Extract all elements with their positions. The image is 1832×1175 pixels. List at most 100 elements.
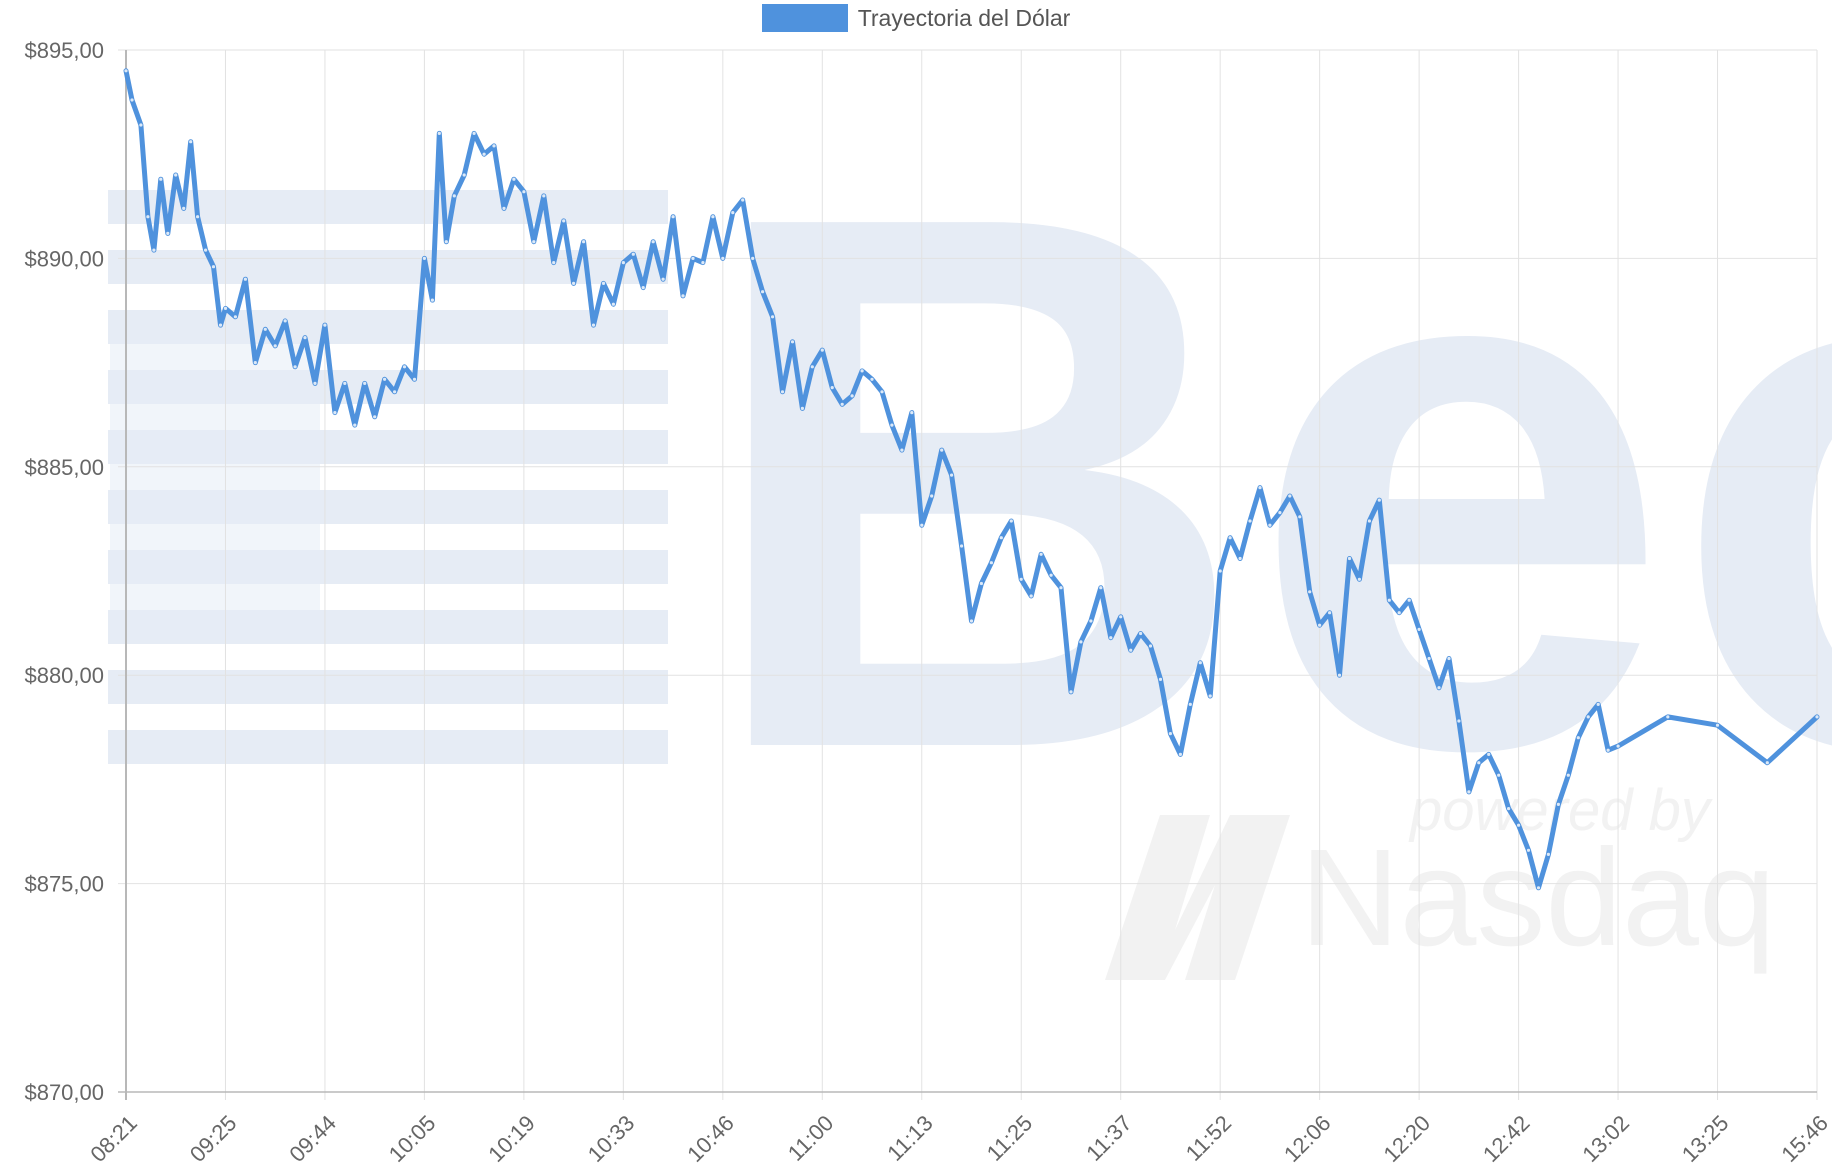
data-point bbox=[333, 411, 337, 415]
data-point bbox=[601, 281, 606, 285]
data-point bbox=[920, 523, 924, 527]
data-point bbox=[1606, 748, 1610, 752]
x-tick-label: 11:52 bbox=[1181, 1110, 1236, 1165]
data-point bbox=[950, 473, 954, 477]
data-point bbox=[196, 215, 200, 219]
data-point bbox=[1586, 715, 1590, 719]
data-point bbox=[1526, 848, 1531, 852]
data-point bbox=[591, 323, 596, 327]
data-point bbox=[771, 315, 775, 319]
data-point bbox=[130, 98, 134, 102]
x-tick-label: 11:25 bbox=[982, 1110, 1037, 1165]
data-point bbox=[1457, 719, 1461, 723]
data-point bbox=[293, 365, 297, 369]
data-point bbox=[999, 536, 1003, 540]
x-tick-labels: 08:21 09:25 09:44 10:05 10:19 10:33 10:46 11:00… bbox=[85, 1110, 1832, 1167]
data-point bbox=[363, 381, 367, 385]
data-point bbox=[243, 277, 247, 281]
data-point bbox=[139, 123, 143, 127]
x-tick-label: 11:37 bbox=[1081, 1110, 1136, 1165]
data-point bbox=[790, 340, 795, 344]
data-point bbox=[233, 315, 237, 319]
data-point bbox=[1765, 761, 1769, 765]
data-point bbox=[1139, 631, 1143, 636]
data-point bbox=[890, 423, 894, 427]
data-point bbox=[373, 415, 377, 419]
legend-item[interactable]: Trayectoria del Dólar bbox=[761, 4, 1070, 32]
data-point bbox=[1497, 773, 1501, 777]
data-point bbox=[681, 294, 685, 298]
x-tick-label: 12:42 bbox=[1478, 1110, 1535, 1167]
nasdaq-mark-icon bbox=[1105, 815, 1290, 980]
data-point bbox=[218, 323, 223, 327]
data-point bbox=[671, 215, 675, 219]
data-point bbox=[1417, 627, 1421, 632]
data-point bbox=[1427, 656, 1431, 661]
data-point bbox=[303, 336, 307, 340]
data-point bbox=[631, 252, 635, 256]
data-point bbox=[1318, 623, 1322, 627]
series-line bbox=[123, 68, 1820, 891]
data-point bbox=[1228, 536, 1232, 540]
data-point bbox=[721, 256, 725, 260]
data-point bbox=[1477, 761, 1481, 765]
watermark-partner: Nasdaq bbox=[1300, 821, 1776, 975]
data-point bbox=[1248, 519, 1252, 523]
data-point bbox=[313, 381, 317, 385]
watermark-stripe bbox=[108, 730, 668, 764]
data-point bbox=[253, 361, 257, 365]
data-point bbox=[1487, 752, 1491, 757]
data-point bbox=[189, 140, 193, 144]
data-point bbox=[900, 448, 904, 452]
data-point bbox=[1039, 552, 1043, 556]
data-point bbox=[211, 265, 216, 269]
data-point bbox=[562, 219, 566, 223]
data-point bbox=[661, 277, 665, 281]
data-point bbox=[1268, 523, 1272, 527]
data-point bbox=[1099, 586, 1103, 590]
data-point bbox=[572, 281, 576, 285]
data-point bbox=[1556, 802, 1560, 807]
data-point bbox=[223, 306, 228, 310]
watermark-brand: Bec bbox=[700, 58, 1832, 907]
data-point bbox=[1397, 611, 1401, 615]
data-point bbox=[830, 386, 834, 390]
data-point bbox=[444, 240, 448, 244]
data-point bbox=[780, 390, 785, 394]
data-point bbox=[1387, 598, 1391, 602]
data-point bbox=[1407, 598, 1411, 602]
data-point bbox=[422, 256, 426, 260]
data-point bbox=[492, 144, 496, 148]
data-point bbox=[810, 365, 814, 369]
data-point bbox=[412, 377, 417, 381]
data-point bbox=[552, 261, 556, 265]
x-tick-label: 15:46 bbox=[1776, 1110, 1832, 1167]
data-point bbox=[462, 173, 466, 177]
data-point bbox=[263, 327, 267, 331]
data-point bbox=[174, 173, 178, 177]
data-point bbox=[1546, 852, 1550, 857]
y-tick-label: $885,00 bbox=[24, 455, 104, 480]
data-point bbox=[1616, 744, 1620, 748]
data-point bbox=[402, 365, 407, 369]
data-point bbox=[1715, 723, 1720, 727]
data-point bbox=[860, 369, 864, 373]
data-point bbox=[522, 190, 526, 194]
watermark-stripe bbox=[108, 190, 668, 224]
data-point bbox=[532, 240, 536, 244]
data-point bbox=[850, 394, 854, 398]
data-point bbox=[323, 323, 327, 327]
x-tick-label: 13:02 bbox=[1577, 1110, 1634, 1167]
data-point bbox=[1437, 686, 1441, 690]
data-point bbox=[1278, 510, 1282, 515]
data-point bbox=[1178, 752, 1182, 757]
data-point bbox=[1059, 586, 1063, 590]
x-tick-label: 10:33 bbox=[583, 1110, 640, 1167]
data-point bbox=[152, 248, 156, 252]
data-point bbox=[273, 344, 277, 348]
data-point bbox=[1208, 694, 1212, 698]
data-point bbox=[1119, 615, 1123, 619]
data-point bbox=[800, 406, 805, 410]
